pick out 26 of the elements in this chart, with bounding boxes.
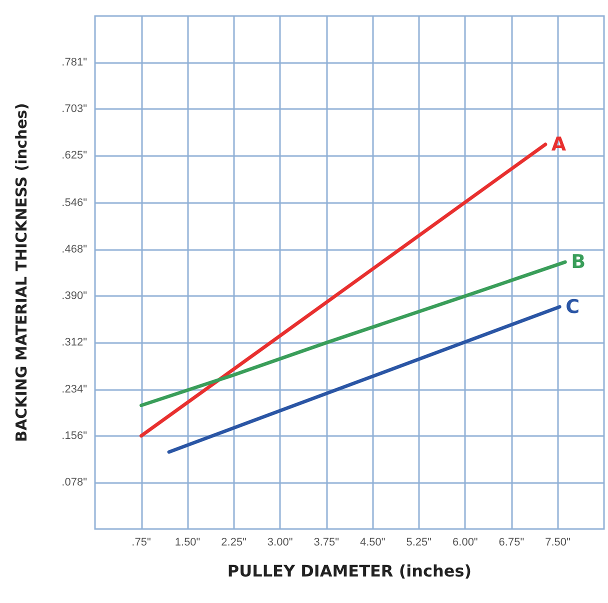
x-tick-label: 1.50" (174, 536, 200, 548)
y-tick-label: .468" (62, 244, 88, 256)
series-label: C (566, 296, 580, 318)
y-tick-label: .625" (62, 150, 88, 162)
y-tick-label: .703" (62, 103, 88, 116)
y-tick-label: .312" (62, 336, 88, 349)
series-label: B (571, 251, 586, 274)
x-tick-label: 3.75" (314, 536, 340, 548)
x-tick-label: 6.75" (498, 536, 524, 548)
x-tick-label: 5.25" (406, 536, 432, 548)
y-tick-label: .390" (62, 290, 88, 302)
y-tick-label: .781" (62, 56, 88, 69)
y-tick-label: .078" (62, 476, 88, 488)
x-tick-label: 4.50" (360, 536, 386, 548)
x-tick-label: .75" (132, 536, 151, 548)
y-tick-label: .156" (62, 430, 88, 442)
x-tick-label: 2.25" (221, 536, 247, 548)
y-tick-label: .234" (62, 383, 88, 396)
x-tick-label: 6.00" (452, 536, 478, 548)
x-tick-label: 7.50" (545, 536, 570, 548)
x-tick-label: 3.00" (267, 536, 293, 548)
x-axis-title: PULLEY DIAMETER (inches) (227, 562, 472, 580)
y-axis-title: BACKING MATERIAL THICKNESS (inches) (12, 103, 30, 442)
line-series (140, 260, 567, 408)
series-label: A (551, 133, 566, 156)
y-tick-label: .546" (62, 196, 88, 209)
